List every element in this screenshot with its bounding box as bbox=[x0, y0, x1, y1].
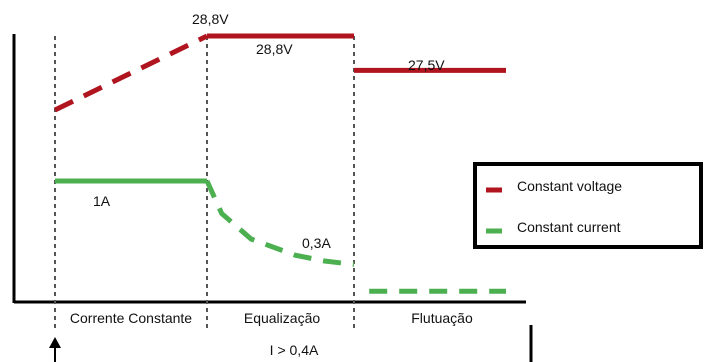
phase-label-1: Equalização bbox=[244, 310, 320, 326]
annotation-v-float: 27,5V bbox=[408, 57, 445, 73]
annotation-i-low: 0,3A bbox=[302, 235, 331, 251]
legend-label-current: Constant current bbox=[517, 219, 621, 235]
phase-label-2: Flutuação bbox=[411, 310, 473, 326]
phase-label-0: Corrente Constante bbox=[70, 310, 192, 326]
series-constant-voltage bbox=[53, 33, 506, 113]
transition-label: I > 0,4A bbox=[270, 342, 319, 358]
legend-label-voltage: Constant voltage bbox=[517, 178, 622, 194]
legend-box bbox=[473, 162, 703, 249]
annotation-v-peak: 28,8V bbox=[192, 11, 229, 27]
transition-arrow-head bbox=[49, 337, 61, 348]
voltage-ramp-line bbox=[53, 33, 209, 113]
annotation-i-const: 1A bbox=[93, 193, 111, 209]
series-constant-current bbox=[55, 178, 506, 294]
legend: Constant voltage Constant current bbox=[473, 162, 703, 249]
current-decay-line bbox=[204, 179, 355, 267]
annotation-v-equal: 28,8V bbox=[256, 41, 293, 57]
